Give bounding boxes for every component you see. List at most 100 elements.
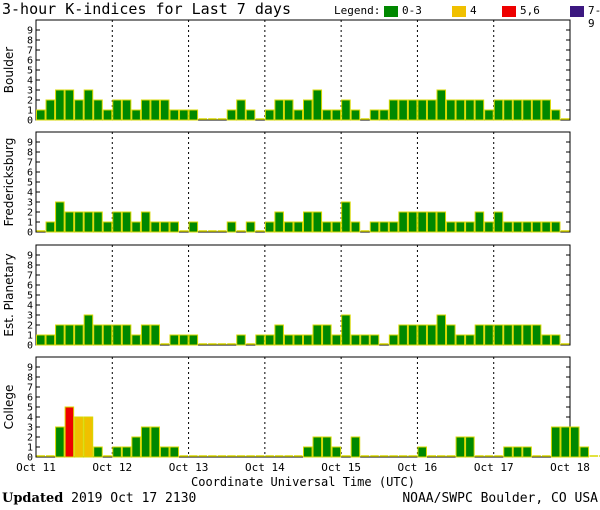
k-bar [350,334,361,346]
k-bar [484,324,494,346]
k-bar [379,221,389,233]
k-bar [74,99,84,121]
k-bar [436,89,447,121]
k-bar [455,99,466,121]
k-bar [121,99,132,121]
x-tick-label: Oct 16 [398,461,438,474]
k-index-chart: 0123456789Boulder0123456789Fredericksbur… [2,19,600,488]
k-bar [93,324,103,346]
k-bar [236,99,246,121]
k-bar [312,436,323,458]
k-bar [550,334,561,346]
k-bar [369,334,380,346]
k-bar [312,89,323,121]
k-bar [398,211,408,233]
y-tick-label: 0 [27,453,33,464]
k-bar [474,211,485,233]
y-tick-label: 9 [27,363,33,374]
y-tick-label: 6 [27,281,33,292]
k-bar [417,211,427,233]
k-bar [169,334,180,346]
k-bar [74,211,84,233]
y-tick-label: 4 [27,413,33,424]
k-bar [493,211,504,233]
k-bar [550,109,561,121]
k-bar [493,324,504,346]
k-bar [550,221,561,233]
k-bar [55,89,65,121]
k-bar [312,324,323,346]
k-bar [83,416,94,458]
k-bar [341,99,351,121]
k-bar [45,221,56,233]
k-bar [570,426,580,458]
k-bar [436,211,447,233]
k-bar [407,324,418,346]
k-bar [512,99,523,121]
k-bar [426,324,437,346]
k-bar [322,436,332,458]
page-title: 3-hour K-indices for Last 7 days [2,0,291,18]
x-tick-label: Oct 15 [321,461,361,474]
k-bar [341,314,351,346]
k-bar [274,324,284,346]
k-bar [350,221,361,233]
k-bar [140,324,151,346]
k-bar [398,324,408,346]
y-tick-label: 6 [27,168,33,179]
k-bar [179,109,189,121]
y-tick-label: 1 [27,443,33,454]
credit-text: NOAA/SWPC Boulder, CO USA [402,491,598,506]
k-bar [303,446,313,458]
k-bar [226,109,237,121]
updated-stamp: Updated 2019 Oct 17 2130 [2,491,196,506]
k-bar [417,99,427,121]
k-bar [503,221,513,233]
y-tick-label: 2 [27,321,33,332]
y-tick-label: 0 [27,116,33,127]
k-bar [188,221,199,233]
k-bar [465,221,475,233]
k-bar [312,211,323,233]
k-bar [112,324,122,346]
k-bar [579,446,590,458]
k-bar [179,334,189,346]
x-tick-label: Oct 14 [245,461,285,474]
x-tick-label: Oct 13 [169,461,209,474]
y-tick-label: 1 [27,106,33,117]
k-bar [121,446,132,458]
k-bar [341,201,351,233]
y-tick-label: 3 [27,198,33,209]
panel-label: Boulder [2,47,16,94]
k-bar [93,211,103,233]
k-bar [274,99,284,121]
legend: Legend: 0-3 4 5,6 7-9 [334,4,600,30]
y-tick-label: 8 [27,36,33,47]
legend-swatch-7-9 [570,6,584,17]
k-bar [446,221,456,233]
k-bar [512,446,523,458]
y-tick-label: 4 [27,76,33,87]
k-bar [45,99,56,121]
k-bar [45,334,56,346]
k-bar [455,221,466,233]
k-bar [55,324,65,346]
y-tick-label: 6 [27,56,33,67]
x-tick-label: Oct 11 [16,461,56,474]
k-bar [283,334,294,346]
k-bar [283,99,294,121]
k-bar [407,211,418,233]
k-bar [474,324,485,346]
k-bar [436,314,447,346]
k-bar [455,436,466,458]
k-bar [159,99,170,121]
k-bar [83,211,94,233]
k-bar [83,314,94,346]
k-bar [322,324,332,346]
k-bar [484,109,494,121]
legend-swatch-0-3 [384,6,398,17]
k-bar [465,436,475,458]
k-bar [388,221,399,233]
panel-frame [35,356,571,458]
k-bar [455,334,466,346]
